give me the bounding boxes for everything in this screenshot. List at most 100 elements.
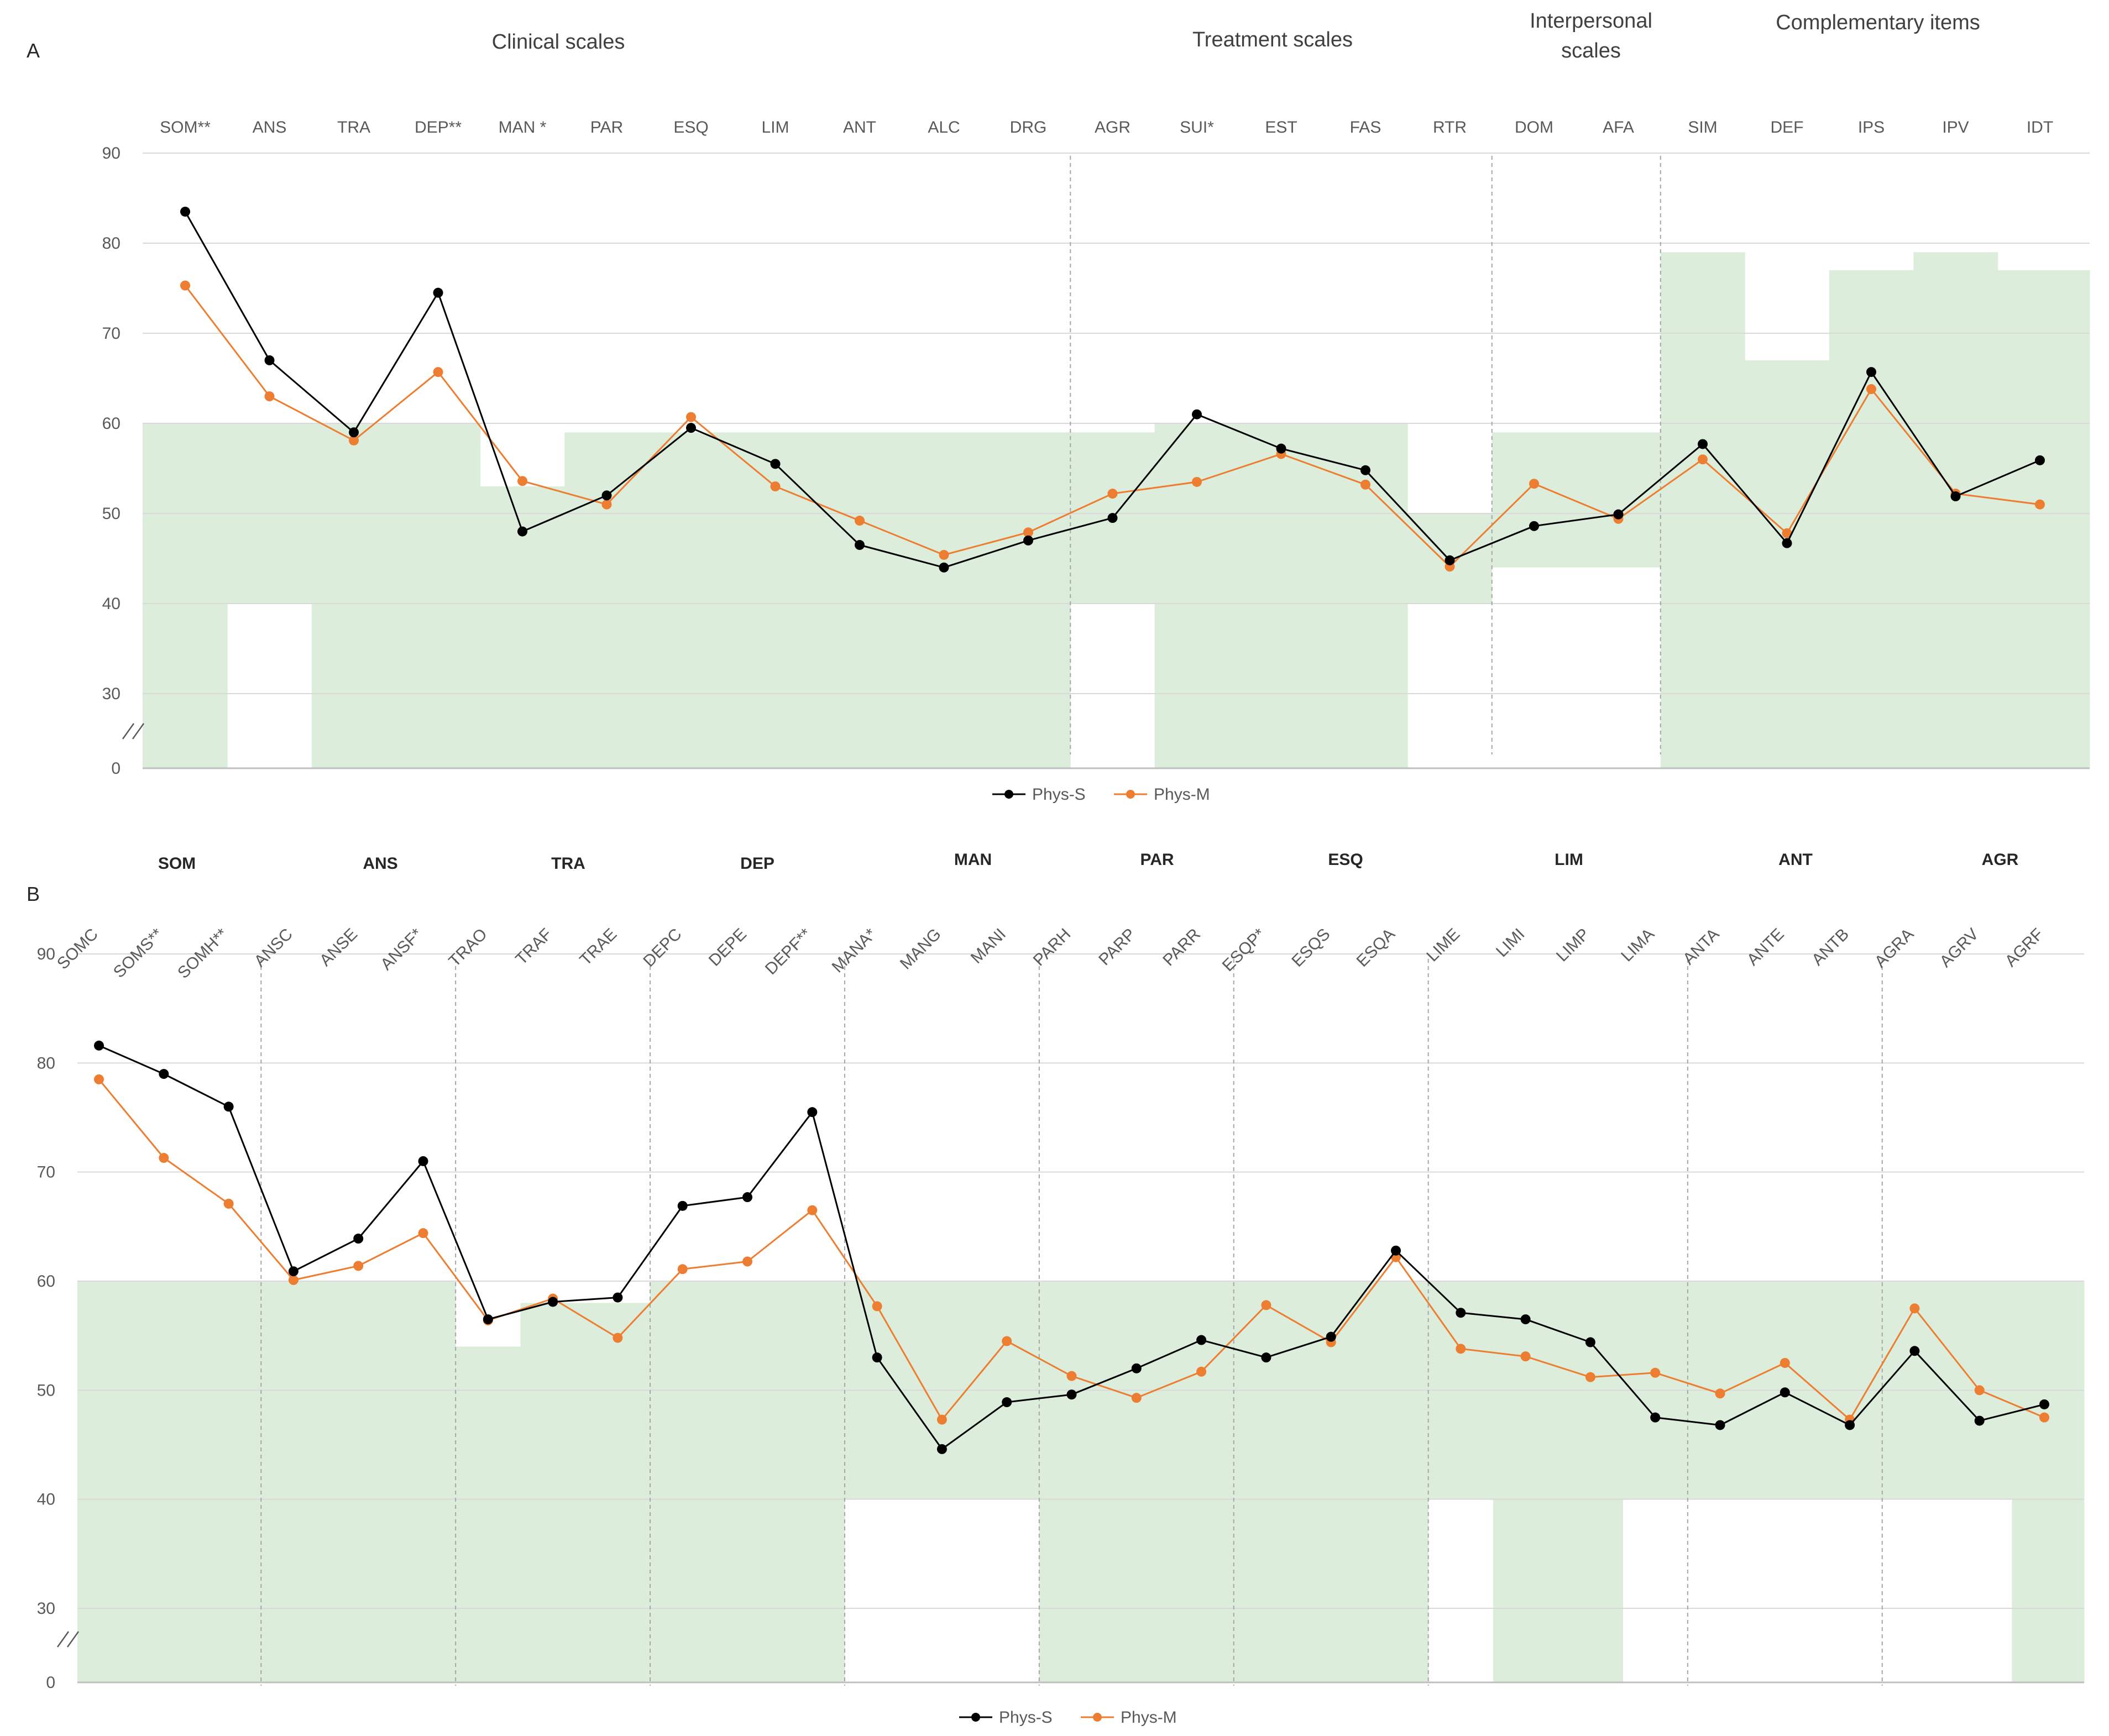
data-point-phys-s <box>1445 555 1455 565</box>
data-point-phys-m <box>1261 1300 1271 1310</box>
category-label: ALC <box>928 118 960 137</box>
y-tick-label: 50 <box>102 505 121 523</box>
data-point-phys-m <box>418 1228 428 1239</box>
category-label: SIM <box>1688 118 1717 137</box>
data-point-phys-m <box>159 1153 169 1163</box>
normal-range-band <box>1154 423 1239 768</box>
data-point-phys-s <box>1585 1337 1595 1347</box>
y-tick-label: 60 <box>37 1272 55 1291</box>
data-point-phys-s <box>288 1266 299 1277</box>
data-point-phys-m <box>2039 1412 2049 1423</box>
group-label: Treatment scales <box>1192 28 1353 51</box>
data-point-phys-m <box>855 516 865 526</box>
legend-label: Phys-S <box>999 1708 1053 1727</box>
panel-b: B 90 80 70 60 50 40 30 0 SOM ANS TRA DEP MAN PAR ESQ LIM… <box>27 851 2085 1727</box>
legend-label: Phys-S <box>1032 785 1086 804</box>
data-point-phys-m <box>1192 476 1202 487</box>
normal-range-band <box>1493 1281 1558 1682</box>
y-tick-label: 70 <box>102 324 121 343</box>
data-point-phys-m <box>264 391 275 402</box>
normal-range-band <box>196 1281 261 1682</box>
panel-letter: A <box>27 39 40 62</box>
data-point-phys-m <box>433 367 443 377</box>
data-point-phys-m <box>1456 1344 1466 1354</box>
category-label: MANG <box>897 925 945 973</box>
data-point-phys-s <box>1023 535 1033 546</box>
category-label: ANSF* <box>377 925 426 973</box>
axis-break-mark <box>56 1631 70 1648</box>
category-label: LIMA <box>1618 925 1658 966</box>
axis-break-mark <box>66 1631 80 1648</box>
data-point-phys-s <box>1326 1331 1336 1342</box>
data-point-phys-s <box>1845 1420 1855 1430</box>
group-label: DEP <box>740 854 774 873</box>
category-label: LIMP <box>1553 925 1593 966</box>
data-point-phys-s <box>1909 1346 1920 1356</box>
category-label: ANSC <box>251 925 296 971</box>
normal-range-band <box>650 1281 715 1682</box>
group-label: Complementary items <box>1776 11 1980 34</box>
data-point-phys-s <box>223 1102 234 1112</box>
data-point-phys-m <box>1698 454 1708 465</box>
data-point-phys-s <box>1261 1352 1271 1363</box>
data-point-phys-s <box>1950 491 1961 502</box>
normal-range-band <box>1913 252 1998 768</box>
y-tick-label: 0 <box>111 759 121 778</box>
axis-break-mark <box>132 723 145 739</box>
data-point-phys-s <box>1456 1308 1466 1318</box>
category-label: DEF <box>1771 118 1804 137</box>
data-point-phys-s <box>1196 1335 1207 1345</box>
data-point-phys-m <box>1023 527 1033 538</box>
category-label: ANSE <box>316 925 361 970</box>
category-label: PARP <box>1095 925 1139 969</box>
category-label: IPV <box>1942 118 1969 137</box>
group-label: Interpersonal scales <box>1530 9 1652 62</box>
normal-range-band <box>585 1303 651 1682</box>
normal-range-band <box>1558 1281 1624 1682</box>
category-label: AGRA <box>1871 925 1917 971</box>
data-point-phys-m <box>936 1414 947 1425</box>
group-label: TRA <box>551 854 585 873</box>
normal-range-band <box>648 432 734 768</box>
y-tick-label: 80 <box>102 234 121 253</box>
data-point-phys-m <box>1650 1367 1661 1378</box>
data-point-phys-s <box>742 1192 752 1203</box>
category-label: SOMS** <box>110 925 167 982</box>
panel-a: A 90 80 70 60 50 40 30 0 Clinical scales Treatment… <box>27 9 2090 804</box>
data-point-phys-m <box>686 412 696 422</box>
y-tick-label: 40 <box>37 1491 55 1509</box>
normal-range-band <box>261 1281 327 1682</box>
data-point-phys-s <box>264 355 275 365</box>
data-point-phys-m <box>872 1301 882 1312</box>
data-point-phys-s <box>180 206 190 217</box>
data-point-phys-s <box>2039 1399 2049 1409</box>
category-label: LIME <box>1423 925 1463 966</box>
data-point-phys-s <box>939 562 949 573</box>
category-label: DRG <box>1010 118 1047 137</box>
legend-marker <box>971 1713 980 1722</box>
normal-range-band <box>1104 1281 1169 1682</box>
category-label: EST <box>1265 118 1297 137</box>
category-label: DEP** <box>415 118 462 137</box>
category-label: DEPC <box>640 925 685 971</box>
group-label: AGR <box>1982 851 2019 869</box>
data-point-phys-m <box>1131 1393 1142 1403</box>
y-tick-label: 50 <box>37 1381 55 1399</box>
data-point-phys-m <box>349 435 359 445</box>
category-label: ESQS <box>1288 925 1333 971</box>
normal-range-band <box>131 1281 197 1682</box>
axis-break-mark <box>122 723 135 739</box>
data-point-phys-m <box>223 1198 234 1209</box>
category-label: TRAO <box>445 925 490 971</box>
normal-range-band <box>1660 252 1745 768</box>
data-point-phys-m <box>1529 479 1539 489</box>
data-point-phys-m <box>677 1264 688 1275</box>
data-point-phys-m <box>1066 1371 1077 1381</box>
data-point-phys-s <box>1974 1415 1985 1426</box>
data-point-phys-s <box>601 490 612 501</box>
panel-letter: B <box>27 883 40 905</box>
normal-range-band <box>1233 1281 1299 1682</box>
y-tick-label: 30 <box>102 685 121 703</box>
category-label: DOM <box>1515 118 1553 137</box>
data-point-phys-s <box>855 540 865 550</box>
